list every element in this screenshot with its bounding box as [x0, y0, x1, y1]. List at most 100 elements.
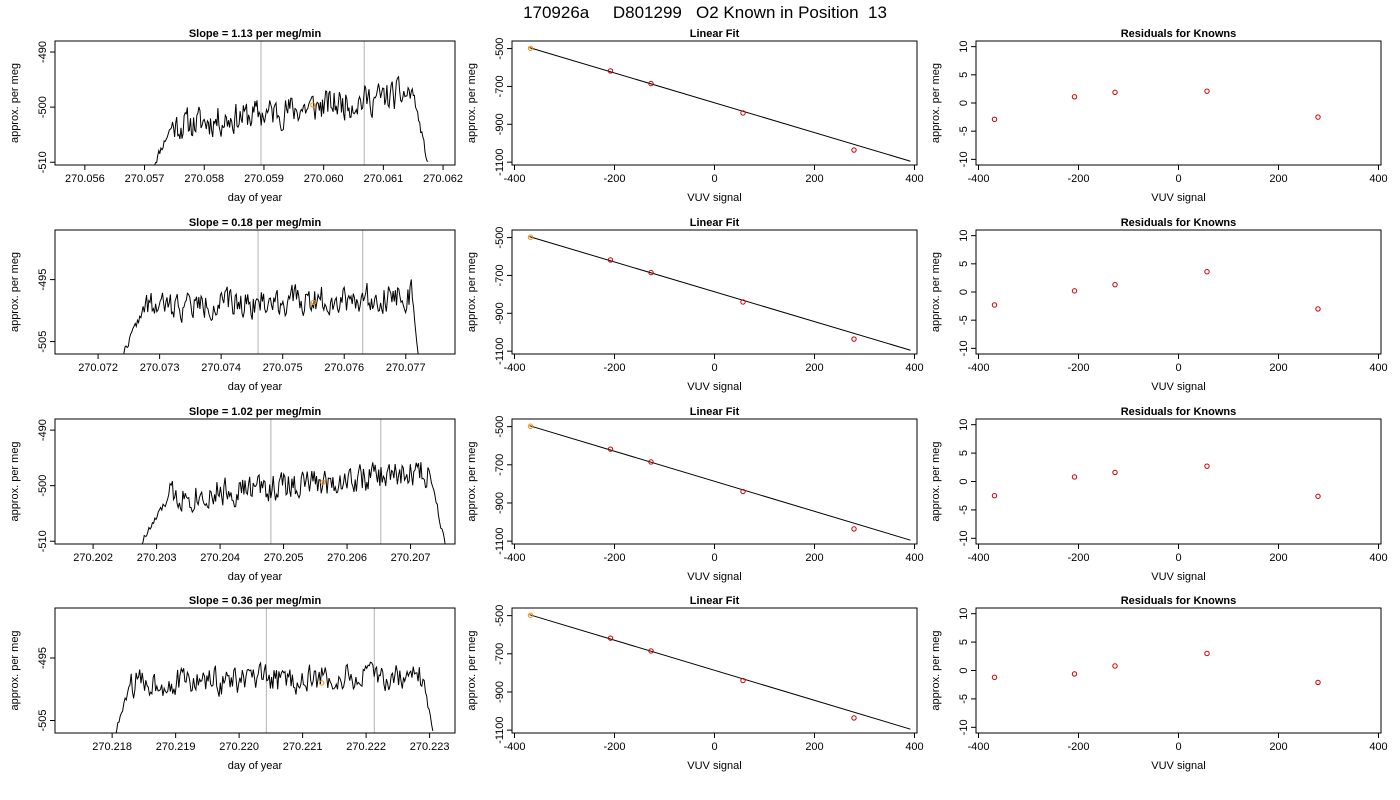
- x-tick-label: 0: [1175, 741, 1181, 753]
- plot-frame: [511, 40, 918, 166]
- x-tick-label: 0: [1175, 362, 1181, 374]
- plot-area: [527, 423, 911, 541]
- data-point: [991, 493, 998, 499]
- x-tick-label: 270.202: [73, 552, 113, 564]
- x-tick-label: 270.072: [78, 362, 118, 374]
- chart-panel: Linear Fit -400 -200 0 200 400 -1100 -900 -700 -5…: [466, 217, 924, 393]
- y-tick-label: -500: [494, 227, 506, 249]
- plot-area: [115, 608, 434, 733]
- data-point: [1071, 288, 1078, 294]
- x-tick-label: 200: [1269, 552, 1287, 564]
- x-tick-label: 0: [711, 552, 717, 564]
- y-tick-label: -10: [958, 530, 970, 546]
- data-point: [527, 423, 534, 429]
- plot-frame: [975, 418, 1382, 545]
- y-tick-label: -900: [494, 302, 506, 324]
- x-tick-label: 270.203: [137, 552, 177, 564]
- chart-panel: Slope = 1.13 per meg/min 270.056 270.057 27…: [9, 28, 463, 204]
- data-point: [607, 635, 614, 641]
- plot-frame: [975, 607, 1382, 734]
- y-tick-label: 5: [958, 72, 970, 78]
- data-point: [1204, 269, 1210, 275]
- chart-panel: Slope = 0.36 per meg/min 270.218 270.219 27…: [9, 595, 456, 772]
- x-axis-label: VUV signal: [687, 192, 741, 204]
- data-point: [991, 116, 998, 123]
- x-tick-label: 270.207: [391, 552, 431, 564]
- x-tick-label: 400: [1369, 552, 1387, 564]
- x-tick-label: 270.222: [346, 741, 386, 753]
- y-tick-label: 0: [958, 289, 970, 295]
- panel-title: Linear Fit: [690, 28, 740, 40]
- x-tick-label: 400: [1369, 741, 1387, 753]
- y-tick-label: -10: [958, 151, 970, 167]
- x-tick-label: 270.219: [156, 741, 196, 753]
- y-axis-label: approx. per meg: [930, 63, 942, 143]
- y-tick-label: 10: [958, 41, 970, 53]
- y-tick-label: -1100: [494, 716, 506, 743]
- y-axis-label: approx. per meg: [466, 252, 478, 332]
- measurement-trace: [154, 75, 429, 165]
- data-point: [1315, 306, 1321, 312]
- fit-line: [529, 425, 911, 541]
- y-tick-label: -500: [37, 96, 49, 118]
- figure-title: 170926a D801299 O2 Known in Position 13: [523, 3, 887, 22]
- x-tick-label: 400: [1369, 362, 1387, 374]
- plot-area: [154, 41, 429, 165]
- y-tick-label: -900: [494, 113, 506, 135]
- fit-line: [529, 236, 911, 351]
- data-point: [851, 715, 857, 721]
- plot-area: [991, 269, 1321, 312]
- data-point: [648, 459, 654, 465]
- chart-panel: Residuals for Knowns -400 -200 0 200 400 -10 -5…: [930, 217, 1388, 393]
- chart-panel: Slope = 0.18 per meg/min 270.072 270.073 27…: [9, 217, 456, 393]
- data-point: [1112, 89, 1118, 95]
- y-tick-label: 10: [958, 419, 970, 431]
- x-tick-label: 200: [805, 173, 823, 185]
- y-axis-label: approx. per meg: [930, 252, 942, 332]
- panel-title: Residuals for Knowns: [1121, 217, 1237, 229]
- data-point: [991, 302, 998, 308]
- x-tick-label: 270.223: [410, 741, 450, 753]
- y-tick-label: -510: [37, 530, 49, 552]
- plot-frame: [54, 607, 456, 734]
- data-point: [527, 45, 534, 51]
- y-tick-label: -510: [37, 151, 49, 173]
- x-tick-label: -200: [1067, 173, 1089, 185]
- x-tick-label: 0: [711, 173, 717, 185]
- y-tick-label: -5: [958, 315, 970, 325]
- x-axis-label: VUV signal: [1151, 760, 1205, 772]
- plot-area: [991, 463, 1321, 499]
- y-tick-label: -10: [958, 340, 970, 356]
- measurement-trace: [141, 462, 446, 544]
- y-axis-label: approx. per meg: [930, 441, 942, 521]
- data-point: [1315, 679, 1321, 686]
- x-tick-label: 270.059: [244, 173, 284, 185]
- y-tick-label: -505: [37, 709, 49, 731]
- data-point: [1315, 493, 1321, 499]
- panel-title: Slope = 1.02 per meg/min: [189, 406, 322, 418]
- x-tick-label: -200: [603, 173, 625, 185]
- data-point: [527, 234, 534, 240]
- x-tick-label: -400: [967, 741, 989, 753]
- plot-area: [527, 234, 911, 351]
- y-tick-label: -5: [958, 694, 970, 704]
- data-point: [648, 269, 654, 276]
- x-tick-label: 400: [905, 173, 923, 185]
- data-point: [607, 446, 614, 452]
- plot-frame: [511, 607, 918, 734]
- plot-area: [123, 230, 419, 354]
- x-tick-label: 400: [905, 741, 923, 753]
- plot-frame: [54, 229, 456, 355]
- plot-frame: [54, 418, 456, 545]
- data-point: [1071, 94, 1078, 100]
- plot-frame: [975, 229, 1382, 355]
- data-point: [740, 677, 746, 684]
- chart-panel: Slope = 1.02 per meg/min 270.202 270.203 27…: [9, 406, 456, 583]
- y-axis-label: approx. per meg: [9, 252, 21, 332]
- chart-panel: Residuals for Knowns -400 -200 0 200 400 -10 -5…: [930, 28, 1388, 204]
- data-point: [1112, 663, 1118, 669]
- plot-area: [991, 650, 1321, 686]
- plot-frame: [511, 229, 918, 355]
- data-point: [1071, 474, 1078, 480]
- x-tick-label: 200: [1269, 173, 1287, 185]
